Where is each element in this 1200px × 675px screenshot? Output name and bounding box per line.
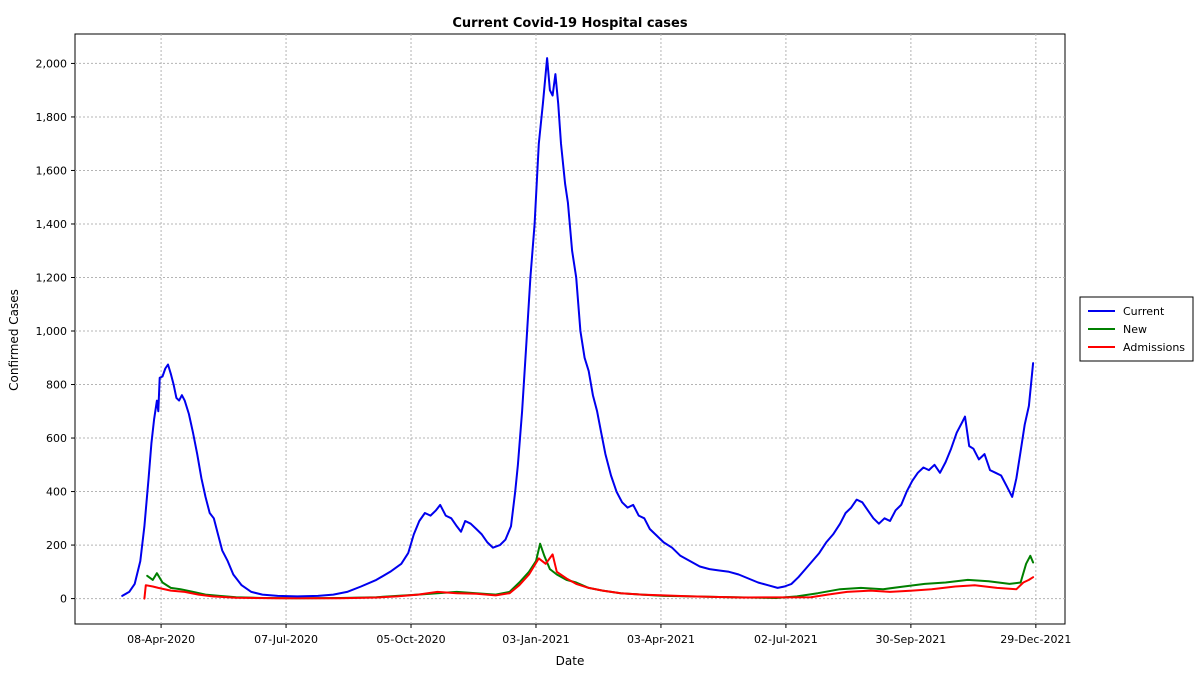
x-tick-label: 03-Jan-2021 (502, 633, 570, 646)
y-tick-label: 200 (46, 539, 67, 552)
x-tick-label: 08-Apr-2020 (127, 633, 195, 646)
x-tick-label: 05-Oct-2020 (376, 633, 445, 646)
x-tick-label: 30-Sep-2021 (876, 633, 947, 646)
x-axis-ticks: 08-Apr-2020 07-Jul-2020 05-Oct-2020 03-Jan-… (127, 624, 1071, 646)
series-line-current (121, 57, 1035, 598)
y-tick-label: 1,400 (36, 218, 68, 231)
series-layer (121, 57, 1035, 600)
plot-area (74, 33, 1066, 625)
x-tick-label: 29-Dec-2021 (1000, 633, 1071, 646)
legend-label-new: New (1123, 323, 1147, 336)
x-tick-label: 02-Jul-2021 (754, 633, 818, 646)
x-tick-label: 07-Jul-2020 (254, 633, 318, 646)
legend-items: Current New Admissions (1088, 305, 1185, 354)
y-tick-label: 0 (60, 593, 67, 606)
x-tick-label: 03-Apr-2021 (627, 633, 695, 646)
legend: Current New Admissions (1079, 296, 1194, 362)
chart-title: Current Covid-19 Hospital cases (452, 16, 687, 31)
y-axis-ticks: 0 200 400 600 800 1,000 1,200 1,400 1,600 1,800 2,… (36, 57, 75, 606)
y-tick-label: 800 (46, 379, 67, 392)
legend-label-admissions: Admissions (1123, 341, 1185, 354)
y-tick-label: 1,200 (36, 271, 68, 284)
y-axis-label: Confirmed Cases (7, 289, 21, 391)
x-axis-label: Date (556, 654, 585, 668)
y-tick-label: 600 (46, 432, 67, 445)
y-tick-label: 2,000 (36, 57, 68, 70)
legend-label-current: Current (1123, 305, 1165, 318)
series-line-admissions (143, 553, 1035, 600)
y-tick-label: 1,600 (36, 164, 68, 177)
y-tick-label: 1,000 (36, 325, 68, 338)
grid (75, 34, 1065, 624)
y-tick-label: 400 (46, 486, 67, 499)
y-tick-label: 1,800 (36, 111, 68, 124)
